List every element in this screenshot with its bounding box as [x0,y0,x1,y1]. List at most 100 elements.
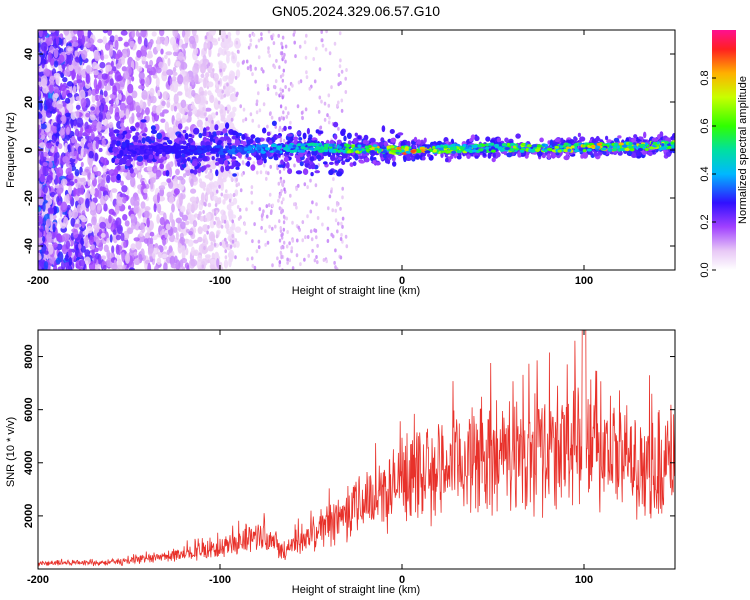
spectrogram-cell [63,38,67,47]
spectrogram-cell [337,126,340,131]
spectrogram-cell [341,224,344,229]
spectrogram-cell [268,224,271,229]
spectrogram-cell [58,143,63,150]
spectrogram-cell [150,129,158,134]
spectrogram-cell [114,71,122,82]
spectrogram-cell [303,182,307,187]
spectrogram-cell [230,117,234,122]
spectrogram-cell [308,86,312,91]
spectrogram-cell [277,33,281,38]
spectrogram-cell [62,77,68,83]
spectrogram-cell [344,90,348,94]
spectrogram-cell [140,201,146,209]
spectrogram-cell [209,94,215,104]
spectrogram-cell [362,139,368,145]
spectrogram-cell [283,156,289,163]
spectrogram-cell [278,219,281,224]
spectrogram-cell [223,93,226,98]
spectrogram-cell [182,129,187,134]
spectrogram-cell [210,134,214,141]
spectrogram-cell [106,64,112,72]
spectrogram-cell [92,61,98,70]
spectrogram-cell [264,242,267,247]
spectrogram-cell [282,68,285,73]
spectrogram-cell [166,101,171,108]
spectrogram-cell [469,138,473,142]
spectrogram-cell [296,104,300,109]
spectrogram-cell [232,106,237,113]
spectrogram-cell [127,227,134,235]
spectrogram-cell [283,240,286,245]
spectrogram-cell [87,30,92,39]
spectrogram-cell [328,51,332,56]
spectrogram-cell [256,155,262,160]
spectrogram-cell [65,240,71,250]
spectrogram-cell [186,157,191,162]
spectrogram-cell [153,203,157,213]
spectrogram-cell [161,100,166,107]
spectrogram-cell [279,179,283,184]
spectrogram-cell [48,133,52,140]
spectrogram-cell [165,170,170,177]
spectrogram-cell [275,91,278,96]
spectrogram-cell [338,31,342,36]
spectrogram-cell [117,249,121,256]
spectrogram-cell [106,249,111,259]
spectrogram-cell [149,87,155,97]
spectrogram-cell [62,156,70,163]
spectrogram-cell [38,113,43,119]
spectrogram-cell [112,229,117,235]
spectrogram-cell [315,255,318,259]
spectrogram-cell [415,154,421,160]
spectrogram-cell [181,214,188,221]
spectrogram-cell [579,136,586,142]
spectrogram-cell [65,134,71,141]
spectrogram-cell [184,34,188,42]
spectrogram-cell [284,59,287,64]
spectrogram-cell [278,169,282,174]
spectrogram-cell [54,88,59,94]
spectrogram-cell [120,180,124,186]
spectrogram-cell [48,84,54,94]
spectrogram-cell [64,254,69,262]
spectrogram-cell [228,40,234,48]
spectrogram-cell [220,114,225,122]
spectrogram-cell [390,137,397,143]
spectrogram-cell [199,215,204,222]
spectrogram-cell [328,161,334,165]
spectrogram-cell [163,262,168,270]
spectrogram-cell [125,108,130,119]
spectrogram-cell [178,140,183,145]
spectrogram-cell [76,187,82,197]
spectrogram-cell [100,125,108,130]
spectrogram-cell [188,85,192,93]
spectrogram-cell [78,259,86,267]
spectrogram-cell [297,225,301,230]
spectrogram-cell [250,164,256,171]
spectrogram-cell [255,249,259,254]
spectrogram-cell [287,87,291,92]
spectrogram-cell [277,164,284,168]
spectrogram-cell [336,229,339,234]
spectrogram-cell [198,132,203,139]
spectrogram-cell [249,64,252,69]
spectrogram-cell [160,48,164,55]
spectrogram-cell [203,127,207,134]
spectrogram-cell [227,122,235,132]
spectrogram-cell [187,137,194,144]
spectrogram-cell [214,255,221,261]
spectrogram-cell [245,207,248,212]
spectrogram-cell [321,43,325,48]
spectrogram-cell [180,99,187,109]
spectrogram-cell [280,254,283,259]
spectrogram-cell [246,257,249,262]
spectrogram-cell [257,245,261,250]
spectrogram-cell [79,177,86,183]
spectrogram-cell [232,55,235,60]
spectrogram-cell [289,120,292,125]
spectrogram-cell [129,40,135,48]
spectrogram-cell [86,207,90,212]
spectrogram-cell [88,158,93,169]
spectrogram-cell [173,255,178,264]
